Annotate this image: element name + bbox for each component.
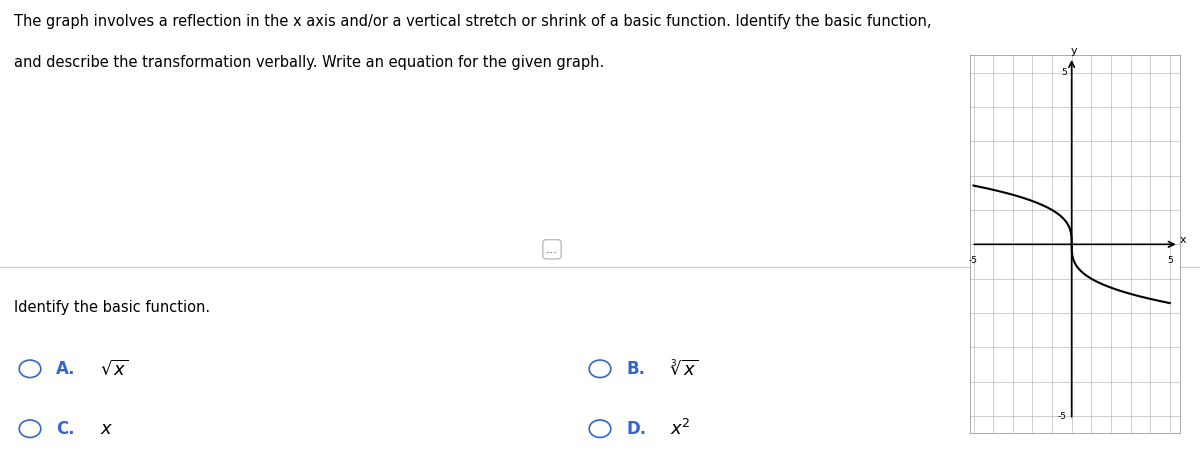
Text: $\sqrt{x}$: $\sqrt{x}$ [100,359,128,378]
Text: Identify the basic function.: Identify the basic function. [14,300,210,315]
Text: ...: ... [546,243,558,256]
Text: 5: 5 [1166,256,1172,266]
Text: D.: D. [626,420,647,438]
Text: A.: A. [56,360,76,378]
Text: $x$: $x$ [100,420,113,438]
Text: C.: C. [56,420,76,438]
Text: and describe the transformation verbally. Write an equation for the given graph.: and describe the transformation verbally… [14,55,605,71]
Text: y: y [1070,46,1078,56]
Text: x: x [1180,235,1187,245]
Text: $x^2$: $x^2$ [670,419,690,439]
Text: -5: -5 [1057,412,1067,420]
Text: The graph involves a reflection in the x axis and/or a vertical stretch or shrin: The graph involves a reflection in the x… [14,14,932,29]
Text: -5: -5 [970,256,978,266]
Text: $\sqrt[3]{x}$: $\sqrt[3]{x}$ [670,359,698,378]
Text: B.: B. [626,360,646,378]
Text: 5: 5 [1061,68,1067,77]
